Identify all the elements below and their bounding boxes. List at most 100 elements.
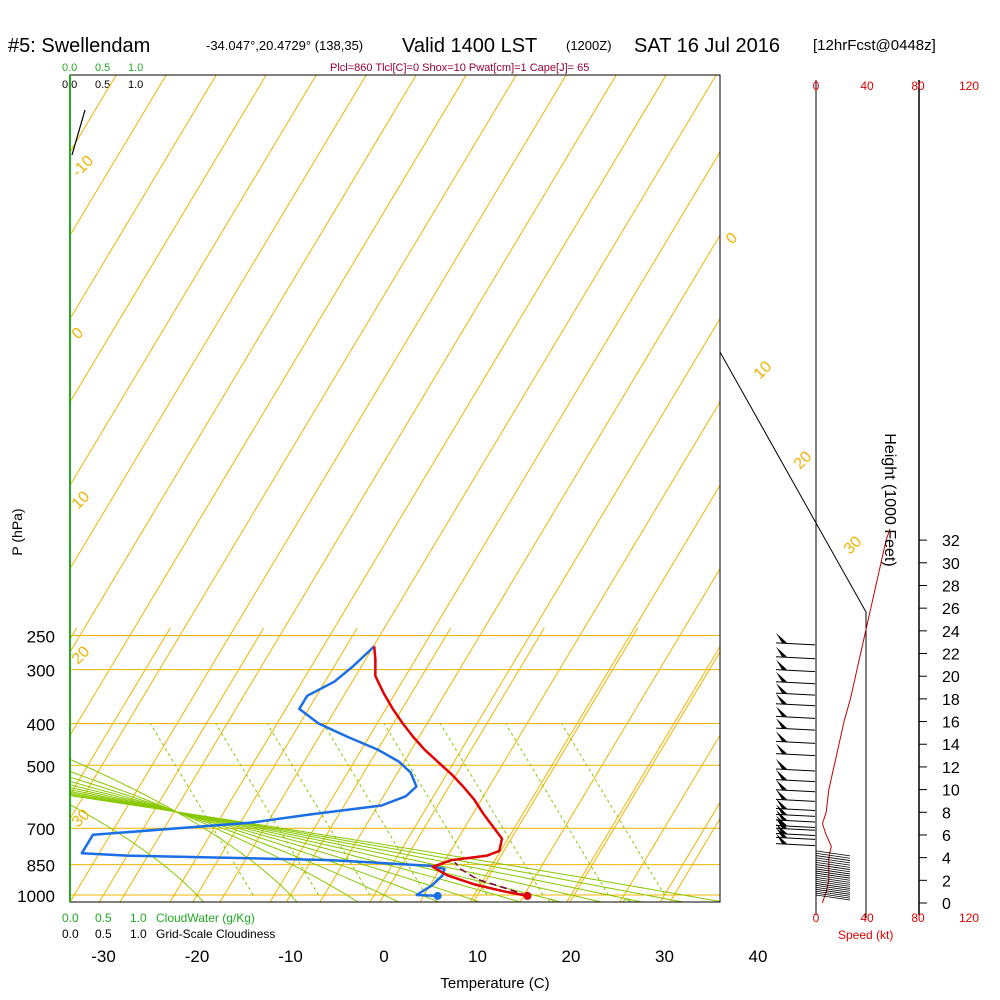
- low-level-wind-barb: [815, 872, 851, 879]
- pressure-tick-label: 1000: [17, 887, 55, 906]
- dry-adiabat-label: 0: [69, 324, 87, 342]
- dry-adiabat-line: [319, 234, 720, 902]
- height-tick-label: 4: [942, 851, 951, 868]
- height-tick-label: 24: [942, 624, 960, 641]
- mixing-ratio-line: [561, 723, 665, 896]
- wind-barb-flag: [776, 743, 787, 754]
- wind-barb: [775, 727, 816, 731]
- parcel-trace-line: [454, 861, 528, 897]
- dry-adiabat-label: 10: [69, 488, 94, 513]
- low-level-wind-barb: [815, 881, 851, 887]
- height-tick-label: 6: [942, 828, 951, 845]
- height-tick-label: 32: [942, 533, 960, 550]
- wind-barb-flag: [776, 823, 787, 834]
- wind-barb: [775, 692, 816, 696]
- low-level-wind-barb: [815, 864, 851, 870]
- speed-bottom-tick-1: 40: [860, 911, 874, 925]
- cloudiness-scale-1: 0.5: [95, 79, 110, 91]
- wind-barb: [775, 753, 816, 757]
- wind-barb-flag: [776, 769, 787, 780]
- wind-barb: [775, 681, 816, 685]
- wind-barb-flag: [776, 659, 787, 670]
- isotherm-line: [846, 628, 1000, 904]
- wind-barb-flag: [776, 833, 787, 844]
- dry-adiabat-label: 20: [791, 448, 816, 473]
- pressure-tick-label: 700: [27, 820, 55, 839]
- low-level-wind-barb: [815, 878, 851, 885]
- speed-top-tick-2: 80: [911, 79, 925, 93]
- height-tick-label: 26: [942, 601, 960, 618]
- surface-dewpoint-dot: [433, 891, 442, 900]
- cloud-water-tick-2: 1.0: [130, 911, 147, 925]
- speed-bottom-tick-0: 0: [813, 911, 820, 925]
- temperature-tick-label: 40: [749, 947, 768, 966]
- station-title: #5: Swellendam: [8, 35, 150, 57]
- height-tick-label: 10: [942, 783, 960, 800]
- low-level-wind-barb: [815, 850, 851, 857]
- cloudiness-label: Grid-Scale Cloudiness: [156, 927, 275, 941]
- wind-barb: [775, 779, 816, 783]
- dry-adiabat-label: 30: [841, 533, 866, 558]
- temperature-tick-label: -20: [185, 947, 210, 966]
- wind-barb-flag: [776, 671, 787, 682]
- low-level-wind-barb: [815, 868, 851, 875]
- wind-barb-flag: [776, 827, 787, 838]
- height-tick-label: 8: [942, 805, 951, 822]
- temperature-tick-label: -30: [91, 947, 116, 966]
- valid-date: SAT 16 Jul 2016: [634, 35, 780, 57]
- wind-barb-flag: [776, 758, 787, 769]
- height-tick-label: 30: [942, 556, 960, 573]
- pressure-tick-label: 300: [27, 662, 55, 681]
- wind-barb-flag: [776, 718, 787, 729]
- surface-temperature-dot: [523, 891, 532, 900]
- cloud-water-scale-2: 1.0: [128, 62, 143, 74]
- mixing-ratio-label: 8: [480, 901, 496, 916]
- moist-adiabat-line: [70, 804, 205, 902]
- wind-barb: [775, 789, 816, 793]
- wind-barb-flag: [776, 731, 787, 742]
- parameters-line: Plcl=860 Tlcl[C]=0 Shox=10 Pwat[cm]=1 Ca…: [330, 62, 589, 74]
- wind-barb: [775, 768, 816, 772]
- dry-adiabat-line: [70, 75, 517, 820]
- speed-top-tick-0: 0: [813, 79, 820, 93]
- low-level-wind-barb: [815, 857, 851, 864]
- wind-speed-line: [821, 528, 891, 904]
- temperature-tick-label: 20: [562, 947, 581, 966]
- mixing-ratio-label: 5: [417, 901, 433, 916]
- pressure-axis-title: P (hPa): [9, 508, 25, 555]
- speed-bottom-tick-3: 120: [959, 911, 979, 925]
- wind-barb-flag: [776, 632, 787, 643]
- dry-adiabat-line: [0, 0, 120, 902]
- wind-barb: [775, 843, 816, 847]
- height-tick-label: 14: [942, 737, 960, 754]
- wind-barb-flag: [776, 693, 787, 704]
- dry-adiabat-line: [269, 151, 720, 902]
- dry-adiabat-label: 10: [751, 358, 776, 383]
- isotherm-line: [659, 801, 720, 902]
- height-axis-title: Height (1000 Feet): [881, 433, 898, 566]
- temperature-tick-label: 10: [468, 947, 487, 966]
- low-level-wind-barb: [815, 852, 851, 859]
- wind-barb: [775, 715, 816, 719]
- isotherm-line: [566, 645, 720, 902]
- pressure-axis: 250 300 400 500 700 850 1000: [17, 628, 55, 906]
- wind-barb: [775, 656, 816, 660]
- height-tick-label: 2: [942, 873, 951, 890]
- cloudiness-tick-0: 0.0: [62, 927, 79, 941]
- wind-barb: [775, 836, 816, 840]
- wind-barb: [775, 813, 816, 817]
- isotherm-line: [285, 627, 452, 902]
- dewpoint-line: [80, 645, 446, 898]
- speed-top-tick-3: 120: [959, 79, 979, 93]
- dry-adiabat-line: [70, 75, 567, 902]
- height-tick-label: 22: [942, 647, 960, 664]
- cloud-water-scale-1: 0.5: [95, 62, 110, 74]
- dry-adiabat-line: [70, 75, 467, 737]
- panel-boundary: [719, 351, 867, 918]
- wind-barb: [775, 669, 816, 673]
- forecast-label: [12hrFcst@0448z]: [813, 37, 936, 54]
- wind-barb-flag: [776, 789, 787, 800]
- dry-adiabat-line: [820, 0, 1000, 902]
